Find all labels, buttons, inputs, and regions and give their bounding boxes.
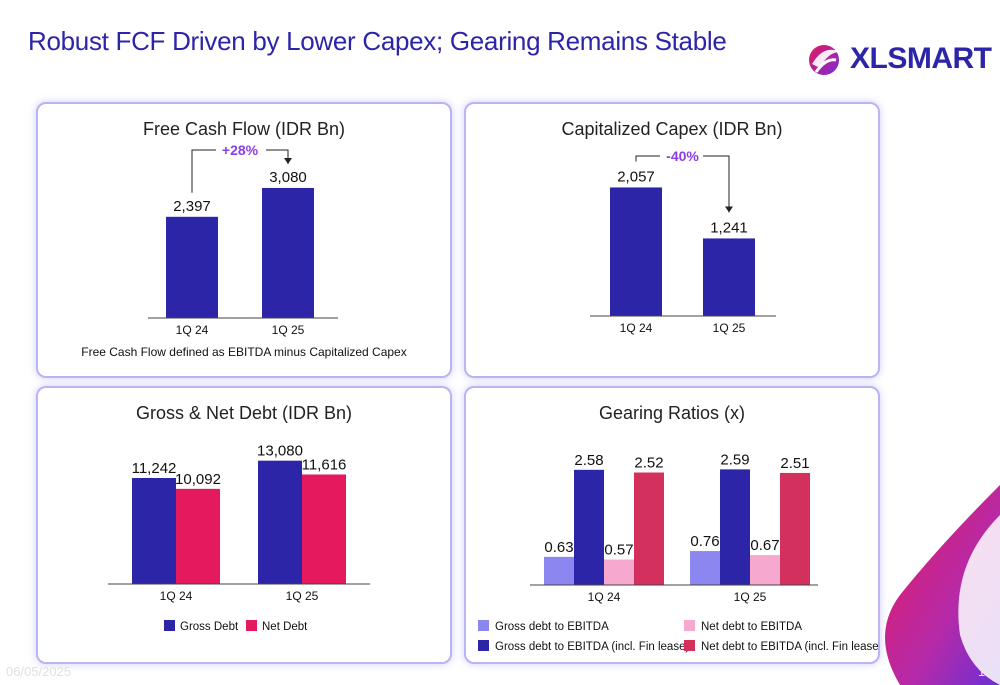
decorative-swoosh (885, 485, 1000, 685)
change-arrowhead (725, 206, 733, 213)
x-tick-label: 1Q 24 (160, 589, 193, 603)
bar-gross-debt-to-ebitda (690, 551, 720, 585)
data-label: 0.76 (690, 533, 719, 550)
x-tick-label: 1Q 25 (286, 589, 319, 603)
bar-net-debt-to-ebitda-incl-fin-lease- (634, 472, 664, 585)
bar-net-debt (176, 488, 220, 584)
data-label: 2.52 (634, 455, 663, 472)
fcf-chart: Free Cash Flow (IDR Bn) 2,397 1Q 24 3,080 1Q… (81, 119, 406, 359)
slide-date: 06/05/2025 (6, 664, 72, 679)
logo-wordmark: XLSMART (850, 42, 992, 75)
bar-gross-debt (258, 460, 302, 584)
data-label: 3,080 (269, 169, 307, 186)
xlsmart-logo: XLSMART (806, 38, 992, 80)
change-bracket (635, 155, 730, 213)
bar-net-debt-to-ebitda-incl-fin-lease- (780, 472, 810, 585)
data-label: 2.59 (720, 451, 749, 468)
x-tick-label: 1Q 25 (713, 321, 746, 335)
legend-label: Net debt to EBITDA (701, 621, 802, 633)
bar-1q-25 (262, 187, 314, 318)
legend-swatch (684, 640, 695, 651)
x-tick-label: 1Q 24 (176, 323, 209, 337)
bar-net-debt-to-ebitda (604, 559, 634, 585)
capex-chart: Capitalized Capex (IDR Bn) 2,057 1Q 24 1,24… (561, 119, 782, 335)
debt-panel: Gross & Net Debt (IDR Bn) 11,242 10,092 1Q … (36, 386, 452, 664)
slide-title: Robust FCF Driven by Lower Capex; Gearin… (28, 26, 727, 56)
chart-note: Free Cash Flow defined as EBITDA minus C… (81, 345, 406, 359)
chart-title: Free Cash Flow (IDR Bn) (143, 119, 345, 139)
logo-icon (809, 45, 840, 75)
change-label: +28% (222, 142, 259, 158)
bar-1q-24 (610, 187, 662, 316)
data-label: 2,057 (617, 168, 655, 185)
data-label: 0.67 (750, 537, 779, 554)
bar-gross-debt (132, 478, 176, 584)
x-tick-label: 1Q 25 (272, 323, 305, 337)
bar-1q-25 (703, 238, 755, 316)
chart-title: Gearing Ratios (x) (599, 403, 745, 423)
data-label: 2.51 (780, 455, 809, 472)
legend-swatch (164, 620, 175, 631)
legend-label: Net Debt (262, 621, 308, 633)
x-tick-label: 1Q 24 (620, 321, 653, 335)
data-label: 11,242 (132, 460, 177, 477)
legend-label: Net debt to EBITDA (incl. Fin lease) (701, 641, 878, 653)
change-label: -40% (666, 148, 699, 164)
bar-1q-24 (166, 216, 218, 318)
legend-label: Gross Debt (180, 621, 239, 633)
bar-net-debt (302, 474, 346, 584)
gearing-panel: Gearing Ratios (x) 0.63 2.58 0.57 2.52 1Q 24 0… (464, 386, 880, 664)
bar-gross-debt-to-ebitda-incl-fin-lease- (720, 469, 750, 585)
legend-swatch (478, 640, 489, 651)
chart-title: Capitalized Capex (IDR Bn) (561, 119, 782, 139)
chart-title: Gross & Net Debt (IDR Bn) (136, 403, 352, 423)
legend-swatch (246, 620, 257, 631)
data-label: 13,080 (257, 443, 303, 460)
x-tick-label: 1Q 24 (588, 590, 621, 604)
legend-label: Gross debt to EBITDA (495, 621, 609, 633)
change-arrowhead (284, 157, 292, 164)
data-label: 2.58 (574, 452, 603, 469)
capex-panel: Capitalized Capex (IDR Bn) 2,057 1Q 24 1,24… (464, 102, 880, 378)
gearing-chart: Gearing Ratios (x) 0.63 2.58 0.57 2.52 1Q 24 0… (478, 403, 878, 653)
legend-swatch (478, 620, 489, 631)
data-label: 11,616 (302, 456, 347, 473)
fcf-panel: Free Cash Flow (IDR Bn) 2,397 1Q 24 3,080 1Q… (36, 102, 452, 378)
data-label: 0.57 (604, 542, 633, 559)
legend-label: Gross debt to EBITDA (incl. Fin lease) (495, 641, 689, 653)
page-number: 15 (978, 664, 993, 679)
bar-net-debt-to-ebitda (750, 555, 780, 585)
data-label: 10,092 (175, 471, 221, 488)
bar-gross-debt-to-ebitda-incl-fin-lease- (574, 469, 604, 585)
data-label: 0.63 (544, 539, 573, 556)
data-label: 1,241 (710, 219, 748, 236)
data-label: 2,397 (173, 198, 211, 215)
legend-swatch (684, 620, 695, 631)
bar-gross-debt-to-ebitda (544, 556, 574, 585)
x-tick-label: 1Q 25 (734, 590, 767, 604)
